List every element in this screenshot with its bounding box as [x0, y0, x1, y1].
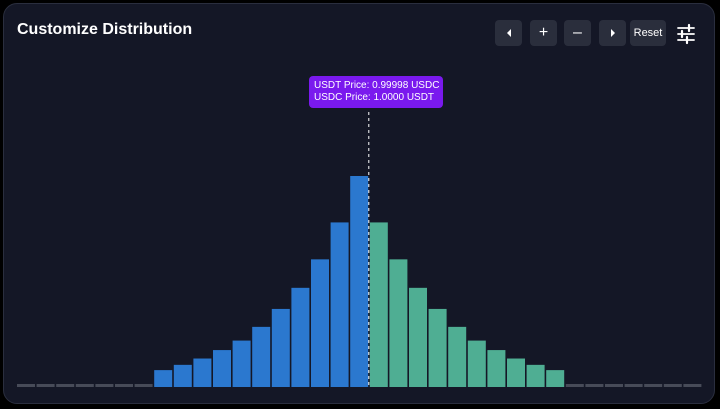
- sliders-settings-icon[interactable]: [675, 23, 697, 45]
- inactive-bin[interactable]: [56, 384, 75, 387]
- liquidity-bar-right[interactable]: [369, 222, 388, 387]
- liquidity-bar-right[interactable]: [487, 350, 506, 387]
- inactive-bin[interactable]: [565, 384, 584, 387]
- liquidity-bar-left[interactable]: [154, 370, 173, 387]
- shift-left-button[interactable]: [495, 20, 522, 46]
- liquidity-bar-left[interactable]: [232, 340, 251, 387]
- price-tooltip: USDT Price: 0.99998 USDC USDC Price: 1.0…: [309, 76, 443, 108]
- shift-right-button[interactable]: [599, 20, 626, 46]
- inactive-bin[interactable]: [115, 384, 133, 387]
- liquidity-bar-left[interactable]: [173, 364, 192, 387]
- caret-right-icon: [610, 29, 615, 37]
- zoom-out-button[interactable]: –: [564, 20, 591, 46]
- distribution-chart[interactable]: [4, 4, 715, 404]
- reset-button[interactable]: Reset: [630, 20, 666, 46]
- liquidity-bar-right[interactable]: [448, 326, 467, 387]
- page-title: Customize Distribution: [17, 21, 193, 38]
- inactive-bin[interactable]: [663, 384, 682, 387]
- usdt-price-text: USDT Price: 0.99998 USDC: [314, 80, 440, 91]
- liquidity-bar-right[interactable]: [389, 259, 408, 387]
- inactive-bin[interactable]: [683, 384, 702, 387]
- inactive-bin[interactable]: [17, 384, 35, 387]
- liquidity-bar-left[interactable]: [330, 222, 349, 387]
- liquidity-bar-left[interactable]: [291, 287, 310, 387]
- liquidity-bar-right[interactable]: [409, 287, 427, 387]
- liquidity-bar-left[interactable]: [350, 176, 369, 387]
- usdc-price-text: USDC Price: 1.0000 USDT: [314, 92, 435, 103]
- inactive-bin[interactable]: [585, 384, 604, 387]
- zoom-in-button[interactable]: +: [530, 20, 557, 46]
- inactive-bin[interactable]: [95, 384, 114, 387]
- inactive-bin[interactable]: [624, 384, 643, 387]
- liquidity-bar-right[interactable]: [467, 340, 486, 387]
- liquidity-bar-right[interactable]: [526, 364, 545, 387]
- inactive-bin[interactable]: [134, 384, 153, 387]
- liquidity-bar-left[interactable]: [252, 326, 271, 387]
- liquidity-bar-right[interactable]: [546, 370, 565, 387]
- distribution-panel: Customize Distribution + – Reset USDT Pr…: [3, 3, 715, 404]
- caret-left-icon: [506, 29, 511, 37]
- inactive-bin[interactable]: [36, 384, 55, 387]
- liquidity-bar-right[interactable]: [507, 358, 525, 387]
- inactive-bin[interactable]: [605, 384, 623, 387]
- liquidity-bar-left[interactable]: [213, 350, 231, 387]
- inactive-bin[interactable]: [75, 384, 94, 387]
- liquidity-bar-left[interactable]: [193, 358, 212, 387]
- liquidity-bar-left[interactable]: [271, 308, 290, 387]
- liquidity-bar-left[interactable]: [311, 259, 329, 387]
- liquidity-bar-right[interactable]: [428, 308, 447, 387]
- inactive-bin[interactable]: [644, 384, 663, 387]
